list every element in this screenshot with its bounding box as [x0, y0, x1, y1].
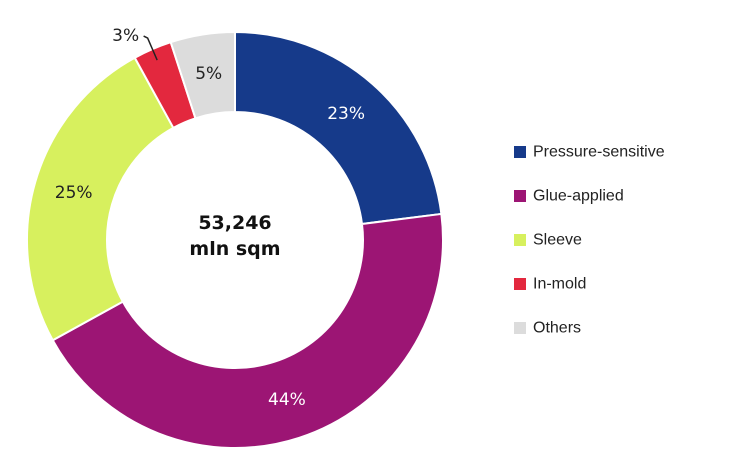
legend-swatch-sleeve: [514, 234, 526, 246]
legend-label-in-mold: In-mold: [533, 276, 586, 293]
slice-label-others: 5%: [195, 64, 222, 84]
slice-label-glue-applied: 44%: [268, 390, 306, 410]
legend-swatch-others: [514, 322, 526, 334]
legend-swatch-in-mold: [514, 278, 526, 290]
slice-label-sleeve: 25%: [55, 183, 93, 203]
slice-pressure-sensitive: [234, 30, 443, 226]
slice-labels: 23% 44% 25% 3% 5%: [55, 26, 365, 410]
center-total-value: 53,246: [198, 212, 271, 234]
slice-label-pressure-sensitive: 23%: [327, 104, 365, 124]
legend-label-pressure-sensitive: Pressure-sensitive: [533, 144, 665, 161]
slice-label-in-mold: 3%: [112, 26, 139, 46]
donut-center-label: 53,246 mln sqm: [189, 212, 280, 260]
legend-label-sleeve: Sleeve: [533, 232, 582, 249]
leader-line-in-mold: [143, 35, 158, 61]
slice-sleeve: [26, 56, 175, 342]
legend-label-others: Others: [533, 320, 581, 337]
center-total-unit: mln sqm: [189, 238, 280, 260]
legend-swatch-pressure-sensitive: [514, 146, 526, 158]
donut-slices: [26, 30, 444, 449]
slice-others: [169, 30, 236, 120]
legend-swatch-glue-applied: [514, 190, 526, 202]
legend: Pressure-sensitive Glue-applied Sleeve In-m…: [514, 144, 665, 337]
legend-label-glue-applied: Glue-applied: [533, 188, 624, 205]
slice-glue-applied: [51, 212, 444, 449]
